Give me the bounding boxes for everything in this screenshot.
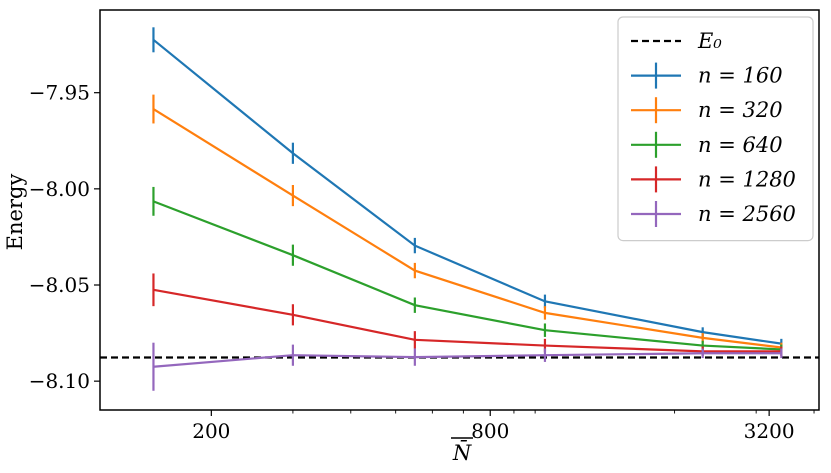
y-tick-label-3: −8.10	[29, 369, 90, 393]
y-tick-label-0: −7.95	[29, 81, 90, 105]
legend-label-0: E₀	[697, 29, 722, 53]
x-tick-label-2: 3200	[744, 419, 795, 443]
legend-label-4: n = 1280	[698, 167, 796, 191]
legend-label-3: n = 640	[698, 133, 783, 157]
x-tick-label-1: 800	[471, 419, 509, 443]
series-line-3	[153, 288, 782, 353]
series-line-1	[152, 108, 782, 349]
y-axis-label: Energy	[3, 174, 27, 251]
axes: 200 800 3200 −7.95 −8.00 −8.05 −8.10	[29, 9, 820, 443]
legend-box	[617, 16, 814, 242]
legend: E₀ n = 160 n = 320 n = 640 n = 1280 n = 2560	[617, 16, 814, 242]
series-line-0	[152, 38, 782, 345]
y-tick-label-2: −8.05	[29, 273, 90, 297]
plot-area	[100, 27, 819, 391]
legend-label-5: n = 2560	[698, 202, 796, 226]
plot-frame	[99, 9, 820, 411]
series-line-4	[153, 352, 782, 368]
x-axis-label: N̄	[452, 440, 472, 465]
series-line-2	[153, 200, 782, 351]
x-tick-label-0: 200	[192, 419, 230, 443]
legend-label-1: n = 160	[698, 64, 783, 88]
y-tick-label-1: −8.00	[29, 177, 90, 201]
legend-label-2: n = 320	[698, 98, 783, 122]
